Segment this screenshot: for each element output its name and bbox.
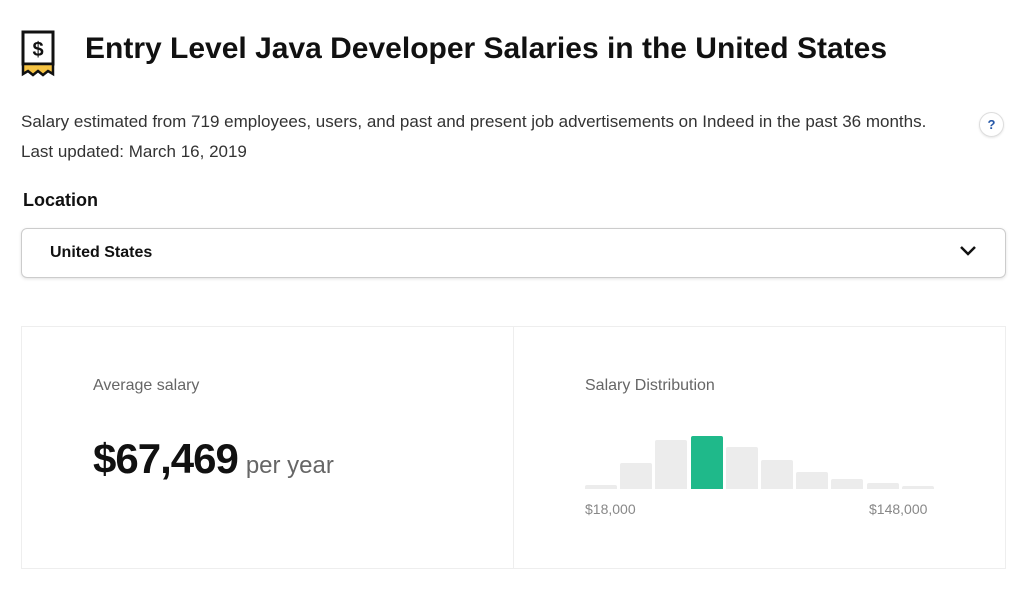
location-value: United States [50, 244, 153, 261]
histogram-bar [620, 463, 653, 489]
salary-receipt-icon: $ [21, 30, 55, 83]
average-salary-label: Average salary [93, 377, 200, 394]
salary-unit: per year [245, 452, 334, 479]
salary-cards: Average salary $67,469 per year Salary Di… [21, 326, 1006, 569]
svg-text:$: $ [32, 39, 43, 61]
average-salary-value: $67,469 per year [93, 435, 334, 483]
histogram-bar [796, 472, 829, 489]
histogram-bar [725, 447, 758, 489]
salary-amount: $67,469 [93, 435, 239, 482]
histogram-bar [655, 440, 688, 489]
distribution-histogram [585, 427, 937, 489]
histogram-bar [831, 478, 864, 489]
histogram-bar [761, 459, 793, 489]
histogram-bar [901, 485, 934, 489]
help-button[interactable]: ? [979, 112, 1004, 137]
location-select[interactable]: United States [21, 228, 1006, 278]
min-salary-label: $18,000 [585, 501, 636, 517]
location-label: Location [23, 190, 98, 210]
histogram-bar [690, 436, 723, 489]
average-salary-card: Average salary $67,469 per year [22, 327, 513, 568]
chevron-down-icon [959, 244, 977, 262]
salary-distribution-card: Salary Distribution $18,000 $148,000 [513, 327, 1005, 568]
histogram-bar [585, 484, 617, 489]
max-salary-label: $148,000 [869, 501, 928, 517]
salary-description: Salary estimated from 719 employees, use… [21, 112, 927, 161]
page-title: Entry Level Java Developer Salaries in t… [85, 32, 888, 65]
distribution-label: Salary Distribution [585, 377, 715, 394]
histogram-bar [866, 483, 899, 489]
